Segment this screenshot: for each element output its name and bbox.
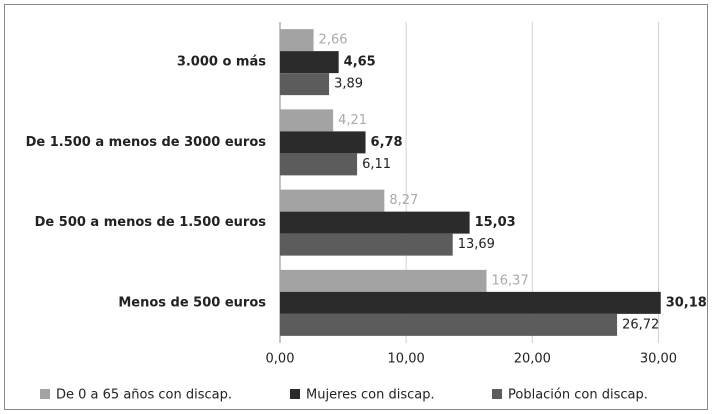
value-label: 15,03 [475, 215, 516, 230]
legend-label: Mujeres con discap. [306, 388, 435, 403]
bar [280, 233, 453, 256]
bar [280, 29, 314, 52]
value-label: 6,11 [362, 157, 391, 172]
bar [280, 109, 334, 132]
value-label: 26,72 [622, 317, 659, 332]
value-label: 6,78 [371, 135, 403, 150]
legend-swatch [290, 389, 300, 399]
x-tick-label: 0,00 [266, 352, 295, 367]
bar [280, 291, 661, 314]
bar [280, 131, 366, 154]
bar [280, 51, 339, 74]
bar [280, 153, 358, 176]
legend-swatch [492, 389, 502, 399]
legend-label: Población con discap. [508, 388, 648, 403]
x-tick-label: 30,00 [640, 352, 677, 367]
bar [280, 269, 487, 292]
value-label: 4,65 [344, 55, 376, 70]
y-tick-label: De 500 a menos de 1.500 euros [35, 215, 267, 230]
value-label: 3,89 [334, 77, 363, 92]
value-label: 2,66 [319, 33, 348, 48]
bar [280, 313, 618, 336]
bar [280, 189, 385, 212]
legend-label: De 0 a 65 años con discap. [56, 388, 232, 403]
value-label: 13,69 [458, 237, 495, 252]
y-tick-label: Menos de 500 euros [118, 295, 266, 310]
legend-swatch [40, 389, 50, 399]
value-label: 16,37 [492, 273, 529, 288]
x-tick-label: 20,00 [514, 352, 551, 367]
value-label: 4,21 [338, 113, 367, 128]
value-label: 8,27 [389, 193, 418, 208]
y-tick-label: 3.000 o más [177, 55, 266, 70]
y-tick-label: De 1.500 a menos de 3000 euros [26, 135, 267, 150]
x-tick-label: 10,00 [388, 352, 425, 367]
bar [280, 73, 330, 96]
bar [280, 211, 470, 234]
value-label: 30,18 [666, 295, 707, 310]
